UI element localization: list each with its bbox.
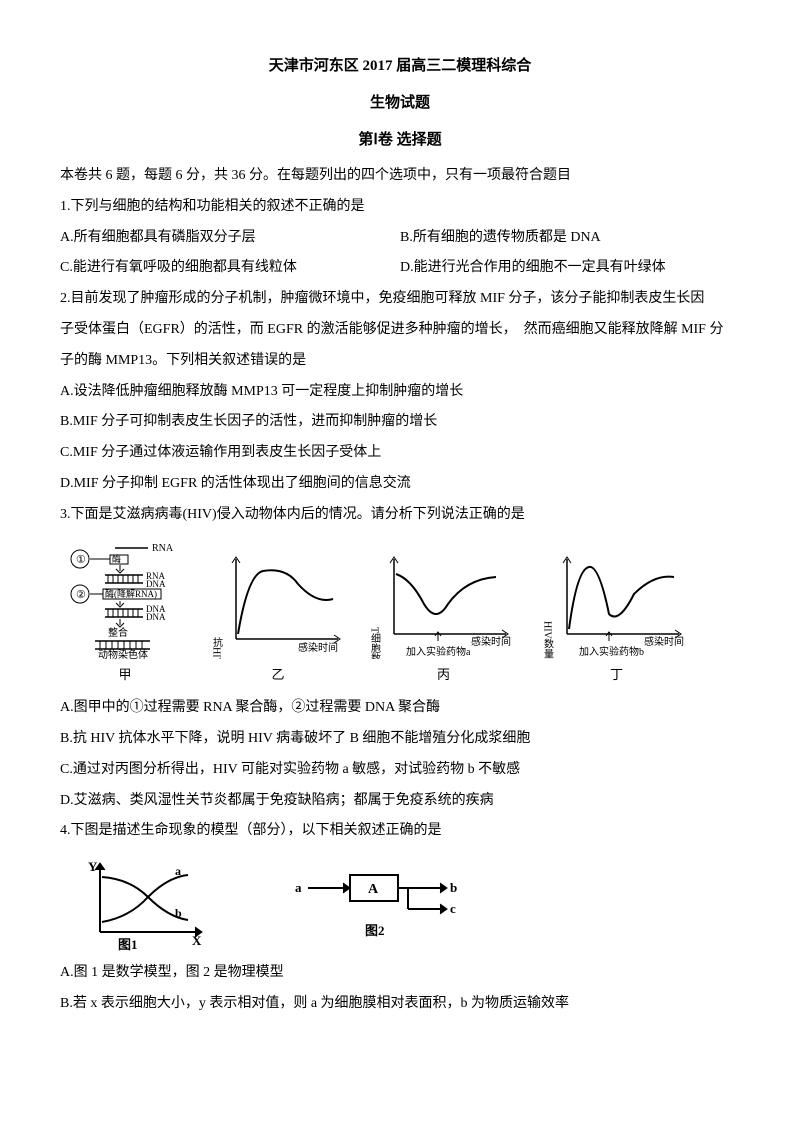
circle-2: ② (76, 589, 86, 601)
q4-option-b: B.若 x 表示细胞大小，y 表示相对值，则 a 为细胞膜相对表面积，b 为物质… (60, 989, 740, 1020)
label-enzyme1: 酶 (112, 553, 121, 564)
title-main: 天津市河东区 2017 届高三二模理科综合 (60, 50, 740, 83)
q1-option-b: B.所有细胞的遗传物质都是 DNA (400, 223, 740, 254)
label-integrate: 整合 (108, 626, 128, 639)
diagram-ding-svg: HIV数量 感染时间 加入实验药物b (539, 549, 694, 659)
q4-diagrams: Y X a b 图1 a A b c 图2 (80, 857, 740, 952)
q3-diagrams: RNA ① 酶 RNA DNA ② 酶(降解RNA) (60, 539, 740, 690)
fig1-svg: Y X a b 图1 (80, 857, 210, 952)
intro-text: 本卷共 6 题，每题 6 分，共 36 分。在每题列出的四个选项中，只有一项最符… (60, 161, 740, 192)
diagram-ding: HIV数量 感染时间 加入实验药物b 丁 (539, 549, 694, 690)
bing-marker: 加入实验药物a (406, 645, 471, 658)
ding-marker: 加入实验药物b (579, 645, 644, 658)
ding-ylabel: HIV数量 (542, 621, 554, 659)
fig1-caption: 图1 (118, 937, 138, 952)
q2-option-a: A.设法降低肿瘤细胞释放酶 MMP13 可一定程度上抑制肿瘤的增长 (60, 377, 740, 408)
diagram-jia-svg: RNA ① 酶 RNA DNA ② 酶(降解RNA) (60, 539, 190, 659)
fig2-out-b: b (450, 880, 457, 895)
caption-bing: 丙 (437, 661, 450, 690)
diagram-jia: RNA ① 酶 RNA DNA ② 酶(降解RNA) (60, 539, 190, 690)
bing-xlabel: 感染时间 (471, 635, 511, 648)
fig2-box: A (368, 882, 379, 897)
label-chromosome: 动物染色体 (98, 648, 148, 659)
ladder3-icon (95, 641, 150, 649)
circle-1: ① (76, 554, 86, 566)
diagram-yi-svg: 抗HIV抗体水平 感染时间 (208, 549, 348, 659)
label-rna-top: RNA (152, 543, 174, 554)
q1-stem: 1.下列与细胞的结构和功能相关的叙述不正确的是 (60, 192, 740, 223)
q2-stem-line2: 子受体蛋白（EGFR）的活性，而 EGFR 的激活能够促进多种肿瘤的增长， 然而… (60, 315, 740, 346)
q2-stem-line1: 2.目前发现了肿瘤形成的分子机制，肿瘤微环境中，免疫细胞可释放 MIF 分子，该… (60, 284, 740, 315)
ladder2-icon (105, 609, 143, 617)
caption-jia: 甲 (118, 661, 131, 690)
q3-option-d: D.艾滋病、类风湿性关节炎都属于免疫缺陷病；都属于免疫系统的疾病 (60, 786, 740, 817)
caption-ding: 丁 (610, 661, 623, 690)
yi-ylabel: 抗HIV抗体水平 (211, 635, 223, 658)
q1-option-c: C.能进行有氧呼吸的细胞都具有线粒体 (60, 253, 400, 284)
diagram-fig2: a A b c 图2 (290, 867, 490, 942)
q3-option-b: B.抗 HIV 抗体水平下降，说明 HIV 病毒破坏了 B 细胞不能增殖分化成浆… (60, 724, 740, 755)
ding-xlabel: 感染时间 (644, 635, 684, 648)
q3-option-c: C.通过对丙图分析得出，HIV 可能对实验药物 a 敏感，对试验药物 b 不敏感 (60, 755, 740, 786)
fig2-caption: 图2 (365, 923, 385, 938)
label-dna1: DNA (146, 579, 166, 589)
label-dna3: DNA (146, 612, 166, 622)
fig2-out-c: c (450, 901, 456, 916)
q2-option-c: C.MIF 分子通过体液运输作用到表皮生长因子受体上 (60, 438, 740, 469)
bing-ylabel: T细胞数量 (369, 627, 381, 659)
q1-option-d: D.能进行光合作用的细胞不一定具有叶绿体 (400, 253, 740, 284)
fig2-input: a (295, 880, 302, 895)
diagram-bing-svg: T细胞数量 感染时间 加入实验药物a (366, 549, 521, 659)
yi-xlabel: 感染时间 (298, 641, 338, 654)
q4-stem: 4.下图是描述生命现象的模型（部分），以下相关叙述正确的是 (60, 816, 740, 847)
q2-stem-line3: 子的酶 MMP13。下列相关叙述错误的是 (60, 346, 740, 377)
section-title: 第Ⅰ卷 选择题 (60, 124, 740, 157)
fig1-curve-b: b (175, 906, 182, 920)
diagram-bing: T细胞数量 感染时间 加入实验药物a 丙 (366, 549, 521, 690)
q2-option-d: D.MIF 分子抑制 EGFR 的活性体现出了细胞间的信息交流 (60, 469, 740, 500)
diagram-fig1: Y X a b 图1 (80, 857, 210, 952)
caption-yi: 乙 (271, 661, 284, 690)
q3-option-a: A.图甲中的①过程需要 RNA 聚合酶，②过程需要 DNA 聚合酶 (60, 693, 740, 724)
ladder1-icon (105, 575, 143, 583)
fig2-svg: a A b c 图2 (290, 867, 490, 942)
q3-stem: 3.下面是艾滋病病毒(HIV)侵入动物体内后的情况。请分析下列说法正确的是 (60, 500, 740, 531)
fig1-xlabel: X (192, 933, 202, 948)
q2-option-b: B.MIF 分子可抑制表皮生长因子的活性，进而抑制肿瘤的增长 (60, 407, 740, 438)
diagram-yi: 抗HIV抗体水平 感染时间 乙 (208, 549, 348, 690)
q1-option-a: A.所有细胞都具有磷脂双分子层 (60, 223, 400, 254)
q4-option-a: A.图 1 是数学模型，图 2 是物理模型 (60, 958, 740, 989)
title-sub: 生物试题 (60, 87, 740, 120)
label-enzyme2: 酶(降解RNA) (105, 588, 157, 599)
fig1-ylabel: Y (88, 859, 98, 874)
fig1-curve-a: a (175, 864, 181, 878)
